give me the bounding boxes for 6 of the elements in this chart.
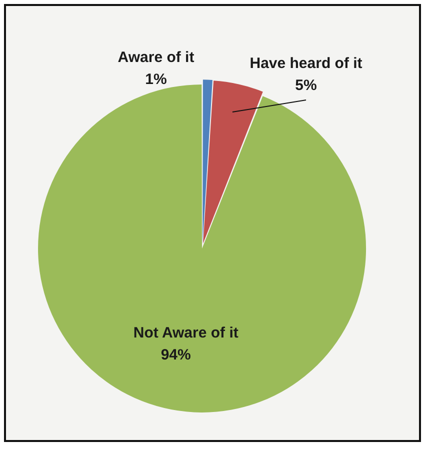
data-label: 94% — [160, 346, 191, 364]
slice-label: Not Aware of it — [133, 324, 238, 342]
slice-label: Aware of it — [118, 49, 194, 66]
data-label: 5% — [295, 77, 317, 94]
data-label: 1% — [145, 71, 167, 88]
slice-label: Have heard of it — [250, 55, 362, 72]
